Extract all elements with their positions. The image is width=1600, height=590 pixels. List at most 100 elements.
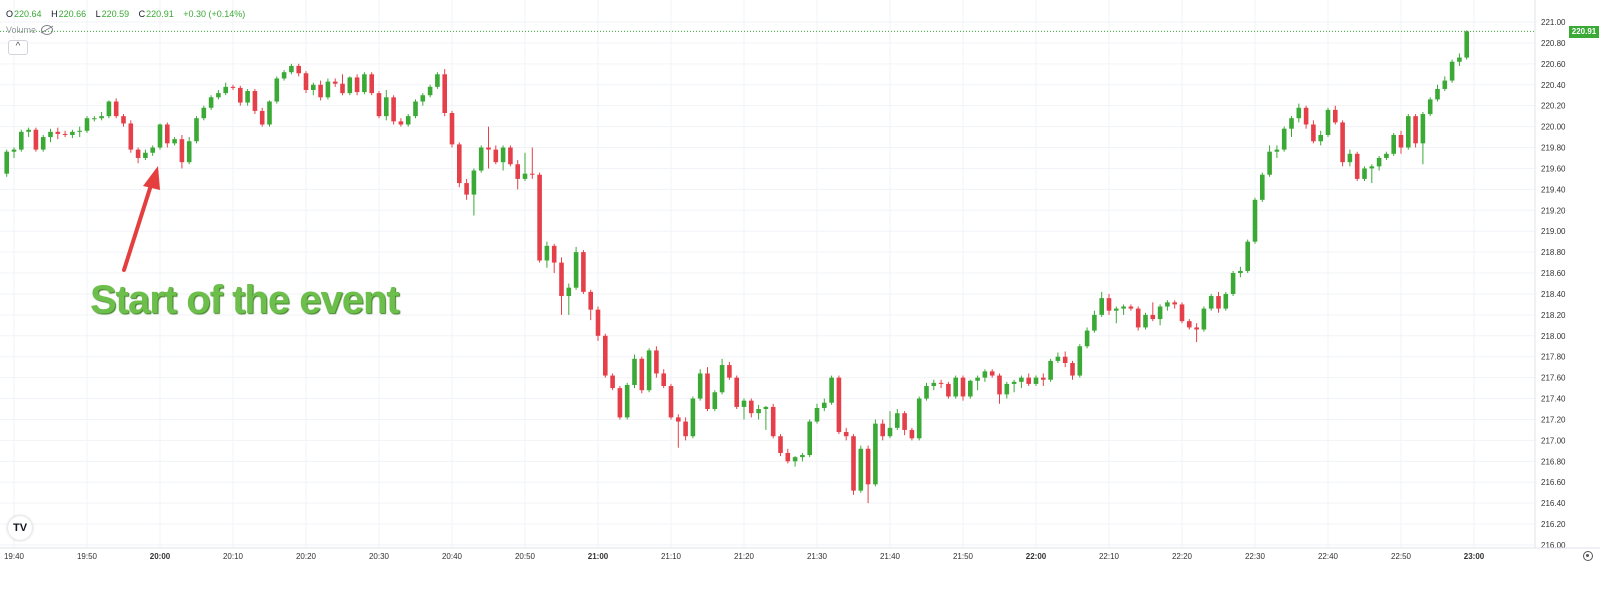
candle-up[interactable] (1238, 266, 1243, 278)
candle-up[interactable] (471, 168, 477, 216)
candle-down[interactable] (1172, 300, 1177, 309)
candle-up[interactable] (632, 354, 637, 389)
candle-up[interactable] (1281, 126, 1287, 152)
candle-up[interactable] (1274, 145, 1280, 158)
candle-up[interactable] (1347, 149, 1353, 167)
candle-down[interactable] (128, 120, 134, 153)
candle-down[interactable] (1194, 323, 1199, 343)
candle-up[interactable] (208, 95, 214, 110)
candle-down[interactable] (639, 356, 645, 394)
eye-hidden-icon[interactable] (41, 25, 54, 35)
candle-down[interactable] (1398, 130, 1404, 154)
candle-down[interactable] (938, 379, 944, 389)
candle-up[interactable] (1077, 344, 1083, 378)
candle-down[interactable] (296, 63, 301, 77)
candle-up[interactable] (478, 145, 484, 173)
candle-up[interactable] (267, 100, 272, 127)
candle-down[interactable] (354, 74, 360, 96)
candle-up[interactable] (1004, 381, 1010, 399)
candle-down[interactable] (1026, 373, 1031, 387)
candle-down[interactable] (1070, 360, 1075, 380)
candle-up[interactable] (982, 369, 988, 382)
candle-down[interactable] (369, 72, 374, 96)
candle-down[interactable] (537, 172, 542, 263)
candle-up[interactable] (544, 241, 550, 268)
candle-up[interactable] (1376, 155, 1382, 171)
candle-down[interactable] (902, 411, 907, 436)
candle-up[interactable] (822, 398, 827, 412)
candle-down[interactable] (238, 85, 243, 106)
candle-down[interactable] (1333, 105, 1338, 125)
candle-up[interactable] (70, 129, 75, 139)
candle-up[interactable] (1033, 375, 1039, 387)
candle-down[interactable] (376, 91, 382, 119)
candle-up[interactable] (712, 390, 718, 412)
candle-down[interactable] (749, 398, 754, 418)
candle-up[interactable] (143, 149, 148, 161)
candle-up[interactable] (1369, 164, 1375, 184)
candle-up[interactable] (311, 82, 316, 96)
candle-up[interactable] (84, 116, 90, 133)
candle-down[interactable] (727, 361, 732, 380)
candle-up[interactable] (646, 348, 652, 393)
candle-up[interactable] (4, 149, 9, 177)
candle-up[interactable] (1289, 116, 1294, 138)
candle-down[interactable] (880, 419, 885, 441)
candle-down[interactable] (398, 118, 404, 127)
candle-down[interactable] (493, 145, 499, 165)
candle-up[interactable] (150, 145, 155, 156)
candle-down[interactable] (340, 74, 345, 96)
candle-up[interactable] (1143, 312, 1148, 330)
candle-up[interactable] (274, 76, 280, 104)
candle-down[interactable] (1179, 302, 1185, 324)
candle-down[interactable] (179, 134, 185, 169)
candle-up[interactable] (1208, 293, 1214, 311)
candle-down[interactable] (1062, 351, 1068, 368)
candle-up[interactable] (873, 419, 878, 487)
collapse-legend-button[interactable]: ^ (8, 40, 28, 55)
candle-up[interactable] (1048, 358, 1053, 382)
candle-up[interactable] (719, 358, 725, 395)
candle-up[interactable] (420, 93, 426, 106)
candle-up[interactable] (741, 398, 747, 420)
candle-down[interactable] (843, 427, 849, 441)
candle-up[interactable] (807, 419, 812, 458)
settings-icon[interactable] (1583, 551, 1593, 561)
candle-up[interactable] (522, 152, 528, 181)
candle-up[interactable] (1325, 107, 1331, 138)
candle-up[interactable] (1252, 197, 1258, 244)
candle-up[interactable] (968, 379, 973, 399)
candle-up[interactable] (1019, 375, 1024, 389)
candle-up[interactable] (1260, 172, 1265, 202)
candle-up[interactable] (1427, 97, 1433, 117)
candle-up[interactable] (1391, 132, 1396, 156)
candle-up[interactable] (201, 105, 207, 121)
candle-down[interactable] (1340, 120, 1345, 167)
candle-down[interactable] (464, 178, 469, 200)
candle-down[interactable] (55, 127, 61, 140)
candle-up[interactable] (931, 379, 937, 391)
candle-down[interactable] (654, 346, 659, 378)
candle-up[interactable] (1435, 84, 1440, 102)
candle-up[interactable] (216, 89, 221, 100)
candle-up[interactable] (77, 126, 82, 138)
candle-up[interactable] (953, 375, 958, 399)
candle-up[interactable] (858, 445, 864, 493)
candle-up[interactable] (194, 116, 199, 144)
candle-up[interactable] (26, 127, 31, 138)
candle-down[interactable] (252, 88, 258, 115)
candle-down[interactable] (851, 434, 856, 495)
candle-up[interactable] (1223, 291, 1229, 311)
candle-up[interactable] (624, 382, 630, 420)
candle-down[interactable] (1135, 306, 1141, 331)
candle-up[interactable] (281, 70, 287, 81)
candle-down[interactable] (1106, 293, 1112, 315)
candle-down[interactable] (595, 306, 601, 342)
candle-up[interactable] (325, 78, 331, 100)
candle-down[interactable] (259, 107, 265, 127)
candle-down[interactable] (559, 257, 564, 315)
candle-down[interactable] (62, 130, 68, 138)
candle-down[interactable] (165, 122, 170, 148)
candle-up[interactable] (1267, 145, 1272, 177)
candle-up[interactable] (1011, 379, 1017, 393)
